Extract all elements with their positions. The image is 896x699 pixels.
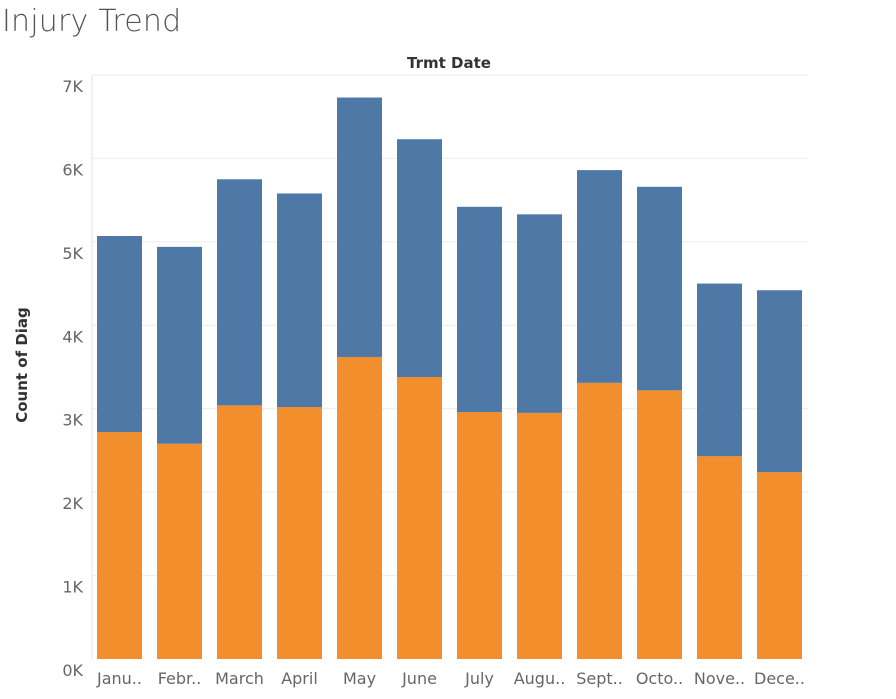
bar-segment-lower[interactable]: [697, 456, 742, 659]
y-tick-label: 3K: [62, 411, 83, 430]
x-category-label: Sept..: [576, 669, 623, 688]
bar-segment-lower[interactable]: [577, 382, 622, 659]
chart-title: Injury Trend: [2, 4, 182, 39]
x-category-label: May: [343, 669, 376, 688]
x-category-label: Dece..: [754, 669, 805, 688]
bar-segment-upper[interactable]: [577, 170, 622, 383]
x-category-label: Janu..: [96, 669, 142, 688]
bar-segment-upper[interactable]: [157, 246, 202, 444]
y-tick-label: 4K: [62, 327, 83, 346]
y-tick-label: 6K: [62, 160, 83, 179]
x-category-labels: Janu.. Febr.. March April May June July Augu.. S…: [96, 669, 805, 688]
x-category-label: March: [215, 669, 264, 688]
y-axis-title: Count of Diag: [13, 307, 31, 423]
x-axis-title: Trmt Date: [407, 54, 491, 72]
bar-segment-upper[interactable]: [337, 97, 382, 357]
y-tick-label: 7K: [62, 77, 83, 96]
bar-segment-lower[interactable]: [217, 405, 262, 659]
bar-segment-upper[interactable]: [397, 139, 442, 378]
x-category-label: Nove..: [694, 669, 745, 688]
y-tick-label: 0K: [62, 661, 83, 680]
bar-segment-lower[interactable]: [637, 390, 682, 659]
bar-segment-upper[interactable]: [217, 179, 262, 406]
bar-segment-lower[interactable]: [757, 472, 802, 659]
bar-segment-upper[interactable]: [97, 236, 142, 433]
bar-segment-lower[interactable]: [337, 356, 382, 659]
y-tick-label: 2K: [62, 494, 83, 513]
bar-segment-upper[interactable]: [637, 186, 682, 391]
y-tick-label: 1K: [62, 578, 83, 597]
y-tick-labels: 0K 1K 2K 3K 4K 5K 6K 7K: [62, 77, 83, 680]
bar-segment-lower[interactable]: [517, 412, 562, 659]
bar-segment-lower[interactable]: [397, 377, 442, 659]
bar-segment-upper[interactable]: [697, 283, 742, 457]
bar-segment-upper[interactable]: [277, 193, 322, 408]
x-category-label: July: [464, 669, 494, 688]
x-category-label: April: [281, 669, 318, 688]
bar-segment-lower[interactable]: [97, 432, 142, 659]
bar-segment-lower[interactable]: [277, 407, 322, 659]
x-category-label: Augu..: [514, 669, 566, 688]
bar-segment-upper[interactable]: [517, 214, 562, 413]
y-tick-label: 5K: [62, 244, 83, 263]
bars: [97, 97, 802, 659]
bar-segment-lower[interactable]: [157, 443, 202, 659]
x-category-label: June: [401, 669, 437, 688]
bar-segment-upper[interactable]: [457, 206, 502, 413]
bar-segment-upper[interactable]: [757, 290, 802, 473]
x-category-label: Octo..: [636, 669, 683, 688]
y-gridlines: [91, 74, 808, 659]
bar-segment-lower[interactable]: [457, 412, 502, 659]
x-category-label: Febr..: [158, 669, 202, 688]
